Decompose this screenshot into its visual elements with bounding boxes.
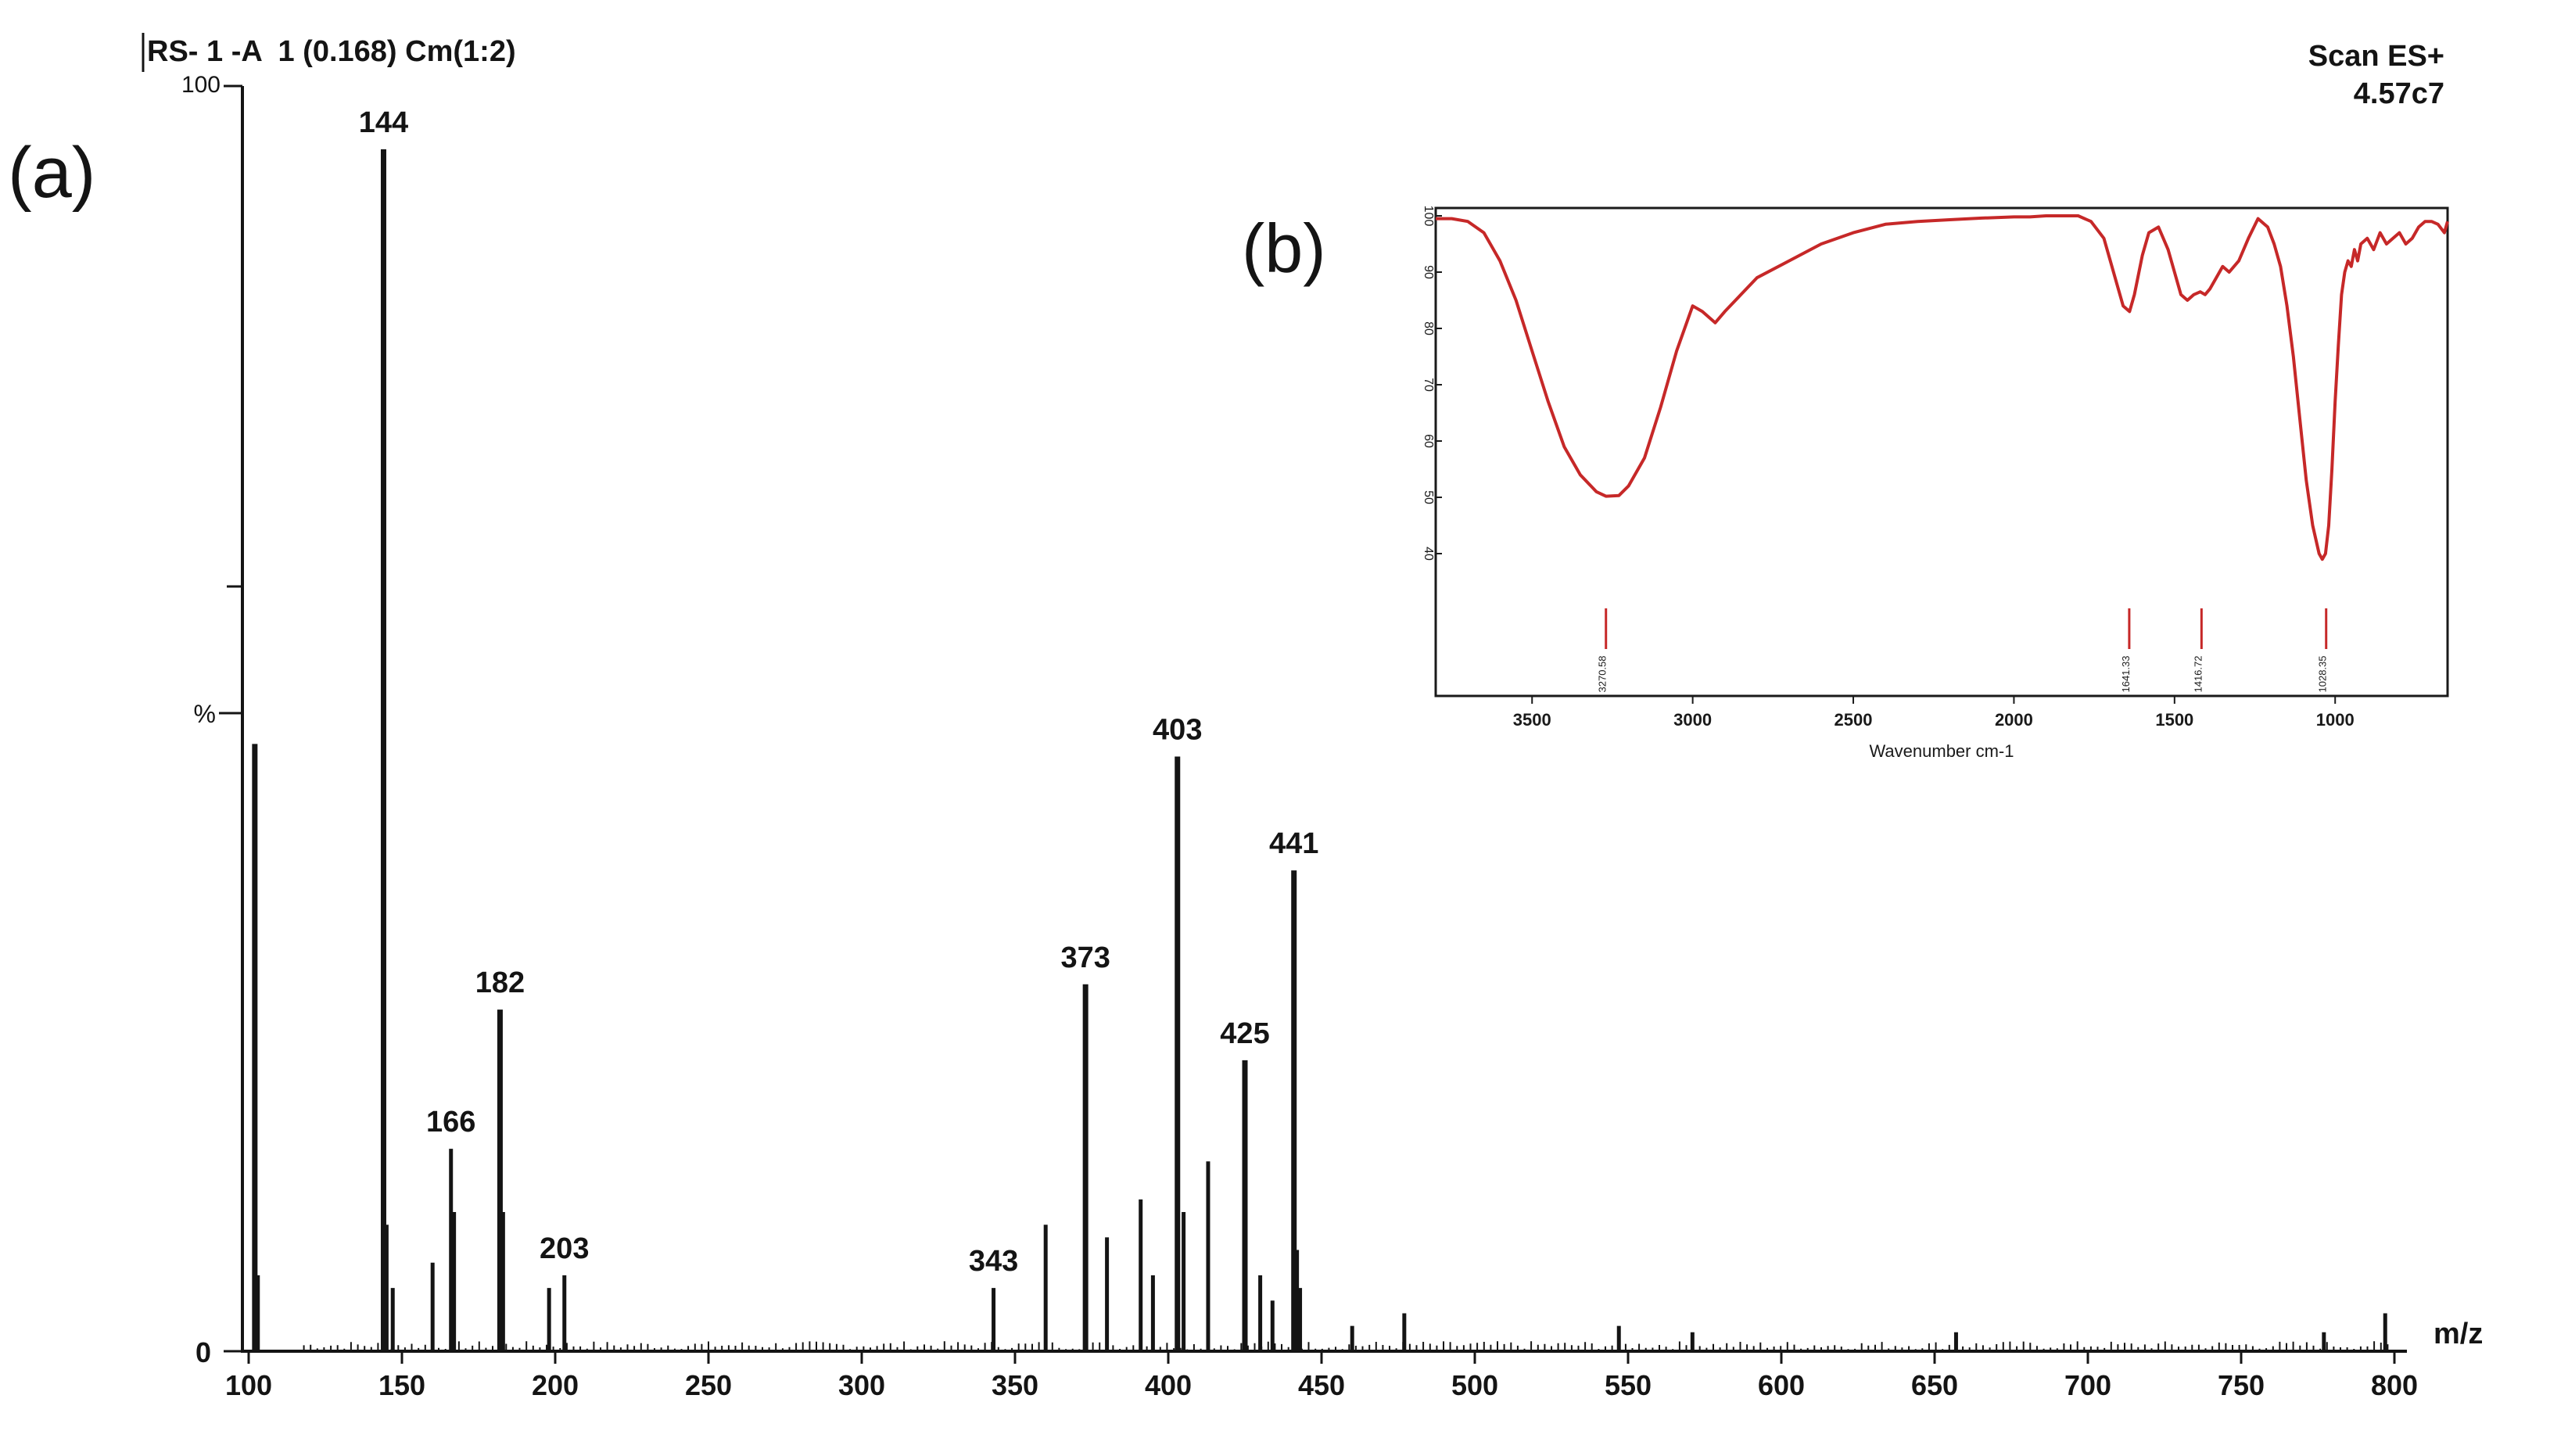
ms-y-tick-label-100: 100 (181, 72, 221, 98)
ms-y-tick-label-0: 0 (195, 1336, 211, 1368)
ir-y-ticks: 40 50 60 70 80 90 100 (1422, 206, 1442, 561)
ms-peak-label-343: 343 (969, 1245, 1018, 1278)
ir-y-tick-label-90: 90 (1422, 265, 1435, 279)
ms-peak-label-403: 403 (1153, 714, 1202, 747)
ms-peak-label-425: 425 (1220, 1017, 1269, 1050)
ir-panel: (b) 40 50 60 70 80 90 100 3500 3000 2500 2000 1500… (1242, 206, 2449, 761)
ms-x-tick-label-600: 600 (1758, 1369, 1805, 1401)
ir-peak-marker-label-1416: 1416.72 (2192, 656, 2204, 693)
ms-x-tick-label-150: 150 (378, 1369, 425, 1401)
ir-x-tick-label-2500: 2500 (1835, 710, 1873, 730)
ir-x-tick-label-3500: 3500 (1513, 710, 1551, 730)
ms-x-tick-label-300: 300 (838, 1369, 885, 1401)
ir-x-ticks: 3500 3000 2500 2000 1500 1000 (1513, 696, 2355, 730)
panel-label-b: (b) (1242, 210, 1326, 287)
ms-peak-label-373: 373 (1060, 941, 1110, 974)
ir-plot-frame (1434, 206, 2449, 698)
ir-x-tick-label-2000: 2000 (1995, 710, 2033, 730)
ms-ylabel: % (194, 700, 216, 728)
ms-peak-label-203: 203 (540, 1232, 589, 1265)
ms-x-tick-label-650: 650 (1911, 1369, 1958, 1401)
ms-x-tick-label-550: 550 (1605, 1369, 1652, 1401)
ir-xlabel: Wavenumber cm-1 (1869, 741, 2014, 761)
ms-peak-label-166: 166 (426, 1106, 475, 1139)
ms-scale-annotation: 4.57c7 (2354, 77, 2444, 110)
ms-x-tick-label-750: 750 (2218, 1369, 2265, 1401)
ir-x-tick-label-1500: 1500 (2155, 710, 2193, 730)
ms-peaks: 144 166 182 203 343 373 403 425 441 (252, 106, 2387, 1351)
ms-peak-label-182: 182 (475, 966, 525, 999)
ir-series-line (1436, 214, 2449, 561)
ir-peak-marker-label-1641: 1641.33 (2120, 656, 2132, 693)
ir-peak-marker-label-3270: 3270.58 (1597, 656, 1609, 693)
ms-xlabel: m/z (2434, 1318, 2483, 1350)
ms-peak-label-441: 441 (1269, 827, 1318, 860)
ms-x-tick-label-250: 250 (685, 1369, 732, 1401)
ms-x-tick-label-450: 450 (1298, 1369, 1345, 1401)
ms-panel: (a) RS- 1 -A 1 (0.168) Cm(1:2) Scan ES+ … (8, 33, 2483, 1401)
panel-label-a: (a) (8, 133, 95, 213)
ms-x-tick-label-500: 500 (1451, 1369, 1498, 1401)
ms-x-ticks: 100 150 200 250 300 350 400 450 500 550 600 650 700 7… (225, 1351, 2418, 1401)
ir-x-tick-label-1000: 1000 (2316, 710, 2355, 730)
ir-y-tick-label-40: 40 (1422, 547, 1435, 561)
ir-x-tick-label-3000: 3000 (1673, 710, 1712, 730)
ms-title: RS- 1 -A 1 (0.168) Cm(1:2) (147, 35, 516, 68)
ms-x-tick-label-350: 350 (992, 1369, 1038, 1401)
ms-peak-label-144: 144 (359, 106, 408, 139)
ms-x-tick-label-700: 700 (2064, 1369, 2111, 1401)
ir-y-tick-label-50: 50 (1422, 490, 1435, 504)
ms-x-tick-label-800: 800 (2371, 1369, 2418, 1401)
ir-y-tick-label-80: 80 (1422, 321, 1435, 335)
ir-y-tick-label-60: 60 (1422, 434, 1435, 448)
ir-y-tick-label-100: 100 (1422, 206, 1435, 227)
ms-x-tick-label-400: 400 (1145, 1369, 1192, 1401)
ms-x-tick-label-200: 200 (532, 1369, 579, 1401)
ir-peak-marker-label-1028: 1028.35 (2317, 656, 2329, 693)
ir-peak-markers: 3270.58 1641.33 1416.72 1028.35 (1597, 608, 2329, 693)
ms-x-tick-label-100: 100 (225, 1369, 272, 1401)
ir-y-tick-label-70: 70 (1422, 378, 1435, 392)
ms-scan-type: Scan ES+ (2308, 40, 2444, 73)
